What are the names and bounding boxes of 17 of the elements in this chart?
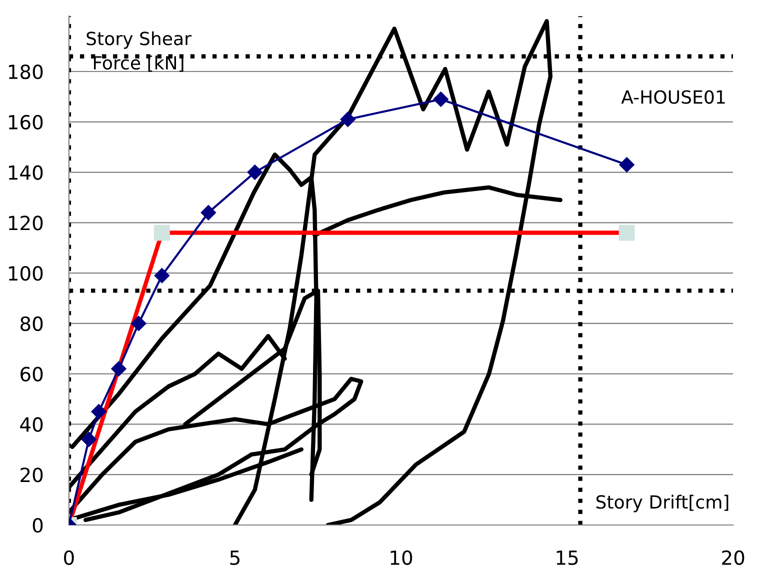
- x-tick-label: 5: [230, 550, 240, 566]
- y-tick-label: 0: [32, 518, 43, 533]
- y-tick-label: 160: [8, 114, 43, 130]
- y-tick-label: 100: [8, 266, 43, 281]
- y-tick-label: 60: [20, 366, 43, 382]
- x-tick-label: 10: [390, 550, 412, 566]
- y-tick-label: 80: [20, 316, 43, 332]
- y-tick-label: 180: [8, 64, 43, 80]
- y-tick-label: 40: [20, 417, 43, 432]
- annotation: A-HOUSE01: [621, 90, 725, 104]
- y-tick-label: 20: [20, 468, 43, 482]
- x-tick-label: 15: [556, 550, 578, 566]
- y-tick-label: 140: [8, 165, 43, 180]
- x-tick-label: 20: [722, 550, 744, 566]
- y-tick-label: 120: [8, 216, 43, 230]
- x-axis-title: Story Drift[cm]: [596, 494, 728, 512]
- x-tick-label: 0: [64, 550, 74, 566]
